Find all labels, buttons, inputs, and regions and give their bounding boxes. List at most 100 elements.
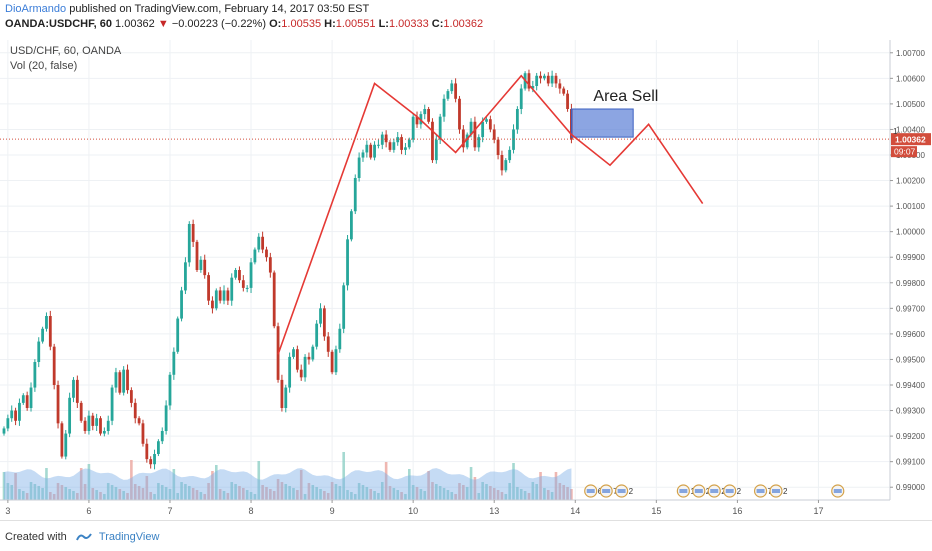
candle-body bbox=[211, 300, 214, 309]
candle-body bbox=[191, 224, 195, 242]
volume-bar bbox=[137, 486, 141, 500]
volume-bar bbox=[508, 483, 511, 500]
volume-bar bbox=[404, 494, 407, 500]
candle-body bbox=[187, 224, 191, 263]
volume-bar bbox=[408, 469, 411, 500]
published-text: published on TradingView.com, February 1… bbox=[69, 3, 370, 15]
volume-bar bbox=[288, 486, 291, 500]
candle-body bbox=[207, 275, 210, 301]
volume-bar bbox=[427, 471, 430, 500]
candle-body bbox=[434, 139, 438, 161]
event-flag-stripe bbox=[772, 489, 780, 493]
volume-bar bbox=[76, 493, 79, 500]
candle-body bbox=[485, 119, 488, 122]
volume-bar bbox=[222, 491, 226, 500]
y-tick-label: 1.00400 bbox=[896, 125, 925, 134]
x-axis: 3 6 7 8 9 10 13 14 15 16 17 bbox=[5, 500, 823, 516]
x-tick-label: 7 bbox=[167, 506, 172, 516]
volume-bar bbox=[473, 477, 477, 500]
volume-bar bbox=[519, 489, 523, 500]
candle-body bbox=[14, 410, 17, 421]
volume-bar bbox=[299, 470, 303, 500]
volume-bar bbox=[72, 491, 75, 500]
volume-bar bbox=[157, 483, 160, 500]
countdown-badge-text: 09:07 bbox=[894, 147, 916, 157]
close-label: C: bbox=[431, 18, 444, 30]
candle-body bbox=[172, 351, 176, 375]
volume-bar bbox=[272, 491, 276, 500]
volume-bar bbox=[83, 484, 87, 500]
candle-body bbox=[496, 139, 500, 155]
candle-body bbox=[404, 147, 407, 150]
candle-body bbox=[519, 88, 523, 109]
zigzag-drawing bbox=[277, 74, 573, 355]
volume-bar bbox=[79, 468, 83, 500]
candle-body bbox=[45, 316, 48, 329]
candle-body bbox=[500, 155, 504, 171]
candle-body bbox=[346, 239, 349, 286]
candle-body bbox=[353, 178, 357, 212]
volume-bar bbox=[504, 494, 508, 500]
volume-bar bbox=[419, 489, 423, 500]
volume-bar bbox=[207, 483, 210, 500]
author-link[interactable]: DioArmando bbox=[5, 3, 67, 15]
candle-body bbox=[350, 211, 353, 240]
volume-bar bbox=[481, 482, 484, 500]
x-tick-label: 14 bbox=[570, 506, 580, 516]
x-tick-label: 17 bbox=[813, 506, 823, 516]
candle-body bbox=[473, 121, 477, 148]
candle-body bbox=[407, 139, 411, 148]
volume-bar bbox=[10, 485, 14, 500]
high-value: 1.00551 bbox=[335, 18, 376, 30]
volume-bar bbox=[276, 479, 280, 500]
candle-body bbox=[442, 98, 446, 117]
candle-body bbox=[52, 346, 56, 385]
volume-bar bbox=[512, 463, 515, 500]
candle-body bbox=[222, 290, 226, 301]
symbol-label: OANDA:USDCHF, 60 bbox=[5, 18, 112, 30]
candle-body bbox=[539, 75, 542, 79]
candle-body bbox=[10, 410, 14, 419]
volume-bar bbox=[377, 493, 380, 500]
tradingview-link[interactable]: TradingView bbox=[98, 531, 160, 543]
volume-indicator-label[interactable]: Vol (20, false) bbox=[10, 60, 78, 72]
candle-body bbox=[218, 290, 222, 301]
event-flag-stripe bbox=[679, 489, 688, 493]
candle-body bbox=[384, 134, 388, 143]
candle-body bbox=[149, 459, 153, 465]
candle-body bbox=[361, 152, 365, 158]
volume-bar bbox=[64, 487, 68, 500]
volume-bar bbox=[87, 464, 91, 500]
volume-bar bbox=[342, 452, 345, 500]
event-count: 2 bbox=[737, 487, 742, 496]
candle-body bbox=[465, 134, 469, 148]
volume-bar bbox=[95, 490, 98, 500]
candle-body bbox=[48, 316, 52, 347]
candle-body bbox=[299, 369, 303, 378]
volume-bar bbox=[485, 484, 488, 500]
candle-body bbox=[180, 290, 183, 319]
volume-bar bbox=[22, 491, 25, 500]
x-tick-label: 15 bbox=[651, 506, 661, 516]
price-chart[interactable]: Area Sell67213222721.007001.006001.00500… bbox=[0, 34, 932, 520]
candle-body bbox=[272, 272, 276, 327]
candle-body bbox=[558, 83, 562, 89]
y-axis: 1.007001.006001.005001.004001.003001.002… bbox=[890, 49, 925, 492]
volume-bar bbox=[489, 486, 492, 500]
volume-bar bbox=[292, 488, 295, 500]
event-flag-stripe bbox=[617, 489, 626, 493]
candle-body bbox=[153, 454, 156, 465]
volume-bar bbox=[284, 484, 288, 500]
candle-body bbox=[160, 431, 164, 442]
volume-bar bbox=[357, 483, 361, 500]
candle-body bbox=[268, 257, 272, 273]
volume-bar bbox=[462, 485, 465, 500]
candle-body bbox=[446, 91, 450, 99]
candle-body bbox=[226, 290, 230, 301]
candle-body bbox=[508, 149, 512, 161]
candle-body bbox=[245, 287, 249, 289]
projection-drawing bbox=[570, 123, 704, 205]
volume-bar bbox=[195, 490, 199, 500]
candle-body bbox=[515, 109, 519, 130]
candle-body bbox=[365, 144, 369, 153]
